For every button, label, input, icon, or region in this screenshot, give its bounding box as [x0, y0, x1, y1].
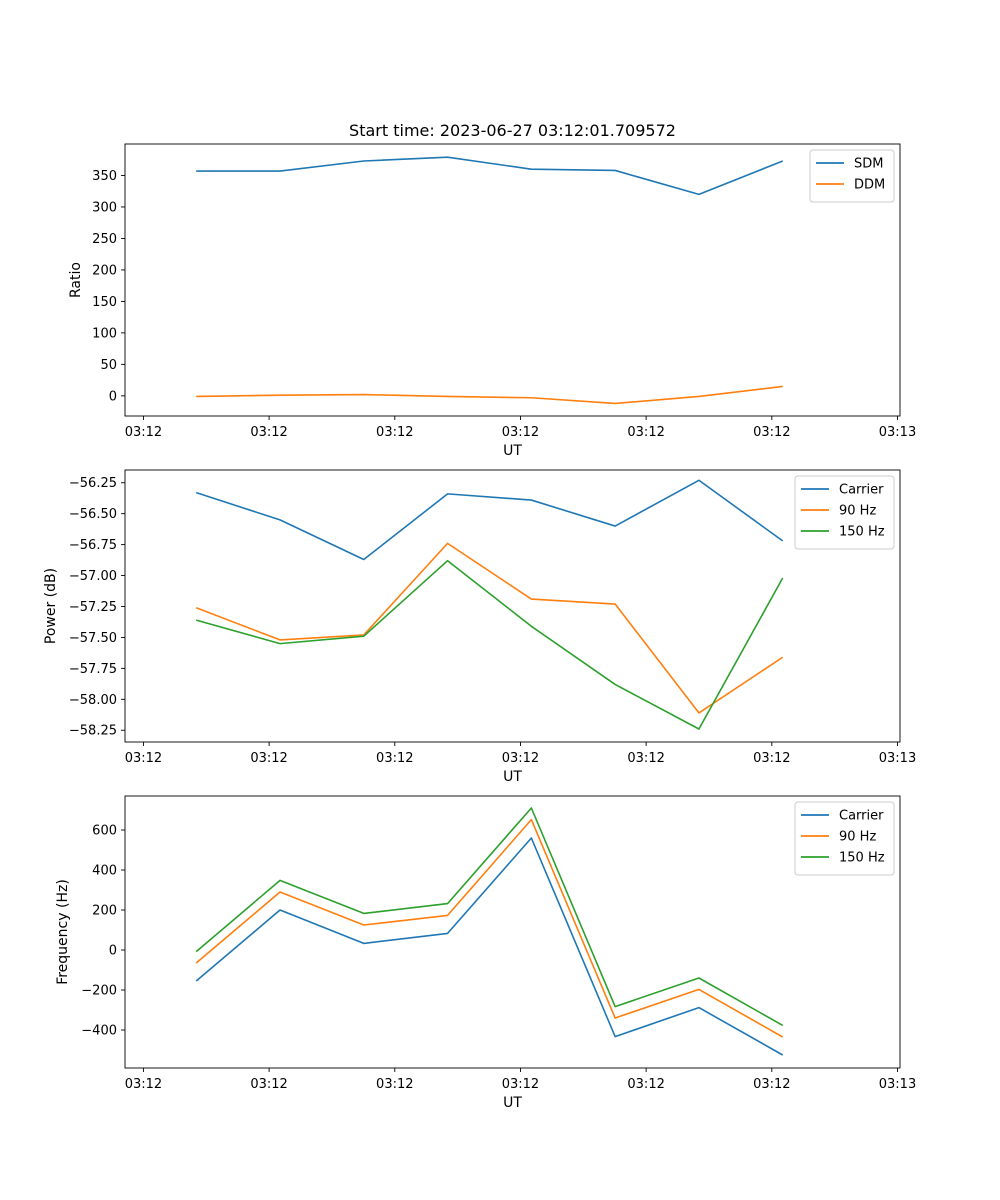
y-tick-label: 600 — [92, 824, 117, 839]
x-tick-label: 03:12 — [250, 751, 287, 766]
x-tick-label: 03:12 — [125, 425, 162, 440]
axes-frame — [124, 143, 901, 417]
subplot-1: 03:12 03:12 03:12 03:12 03:12 03:12 03:13 0 50 10… — [68, 143, 916, 459]
y-tick-label: 50 — [100, 358, 117, 373]
x-tick-label: 03:12 — [627, 751, 664, 766]
y-tick-label: 150 — [92, 295, 117, 310]
series-line — [195, 479, 784, 561]
y-tick-label: 0 — [109, 389, 117, 404]
x-tick-label: 03:12 — [627, 1077, 664, 1092]
y-tick-label: −56.75 — [69, 538, 117, 553]
legend-label: SDM — [854, 157, 883, 172]
y-tick-label: −200 — [81, 984, 117, 999]
x-tick-label: 03:12 — [376, 1077, 413, 1092]
x-tick-label: 03:12 — [250, 425, 287, 440]
axes-frame — [124, 795, 901, 1069]
y-tick-label: −58.00 — [69, 693, 117, 708]
legend-label: Carrier — [839, 809, 884, 824]
y-tick-label: 200 — [92, 904, 117, 919]
y-axis-label: Ratio — [68, 262, 84, 298]
x-tick-label: 03:12 — [753, 1077, 790, 1092]
y-tick-label: 200 — [92, 263, 117, 278]
x-tick-label: 03:12 — [627, 425, 664, 440]
x-tick-label: 03:13 — [879, 751, 916, 766]
y-tick-label: 0 — [109, 944, 117, 959]
y-tick-label: −57.50 — [69, 631, 117, 646]
series-line — [195, 807, 784, 1027]
y-tick-label: 350 — [92, 169, 117, 184]
x-axis-label: UT — [503, 769, 522, 785]
x-tick-label: 03:12 — [376, 425, 413, 440]
subplot-3: 03:12 03:12 03:12 03:12 03:12 03:12 03:13 −400 −… — [55, 795, 916, 1111]
axes-frame — [124, 469, 901, 743]
y-tick-label: −56.50 — [69, 507, 117, 522]
legend: SDM DDM — [809, 149, 895, 203]
x-tick-label: 03:12 — [250, 1077, 287, 1092]
x-tick-label: 03:12 — [125, 1077, 162, 1092]
legend-label: 90 Hz — [839, 504, 876, 519]
y-axis-label: Power (dB) — [43, 568, 59, 644]
legend-label: 150 Hz — [839, 525, 885, 540]
y-tick-label: 250 — [92, 232, 117, 247]
y-tick-label: 100 — [92, 326, 117, 341]
y-tick-label: −57.25 — [69, 600, 117, 615]
x-tick-label: 03:12 — [502, 1077, 539, 1092]
x-tick-label: 03:12 — [753, 751, 790, 766]
y-tick-label: −58.25 — [69, 724, 117, 739]
legend-label: Carrier — [839, 483, 884, 498]
y-tick-label: −57.75 — [69, 662, 117, 677]
y-tick-label: −400 — [81, 1024, 117, 1039]
x-tick-label: 03:12 — [502, 425, 539, 440]
y-tick-label: −57.00 — [69, 569, 117, 584]
legend-label: 90 Hz — [839, 830, 876, 845]
chart-title: Start time: 2023-06-27 03:12:01.709572 — [349, 121, 676, 140]
y-tick-label: −56.25 — [69, 476, 117, 491]
legend-label: 150 Hz — [839, 851, 885, 866]
y-tick-label: 300 — [92, 200, 117, 215]
legend: Carrier 90 Hz 150 Hz — [794, 801, 895, 876]
legend-label: DDM — [854, 178, 885, 193]
series-line — [195, 837, 784, 1056]
series-line — [196, 156, 783, 196]
x-tick-label: 03:12 — [753, 425, 790, 440]
x-tick-label: 03:12 — [376, 751, 413, 766]
series-line — [195, 542, 784, 714]
x-axis-label: UT — [503, 1095, 522, 1111]
x-axis-label: UT — [503, 443, 522, 459]
series-line — [196, 559, 784, 730]
series-line — [196, 385, 783, 405]
subplot-2: 03:12 03:12 03:12 03:12 03:12 03:12 03:13 −56.2… — [43, 469, 916, 785]
legend: Carrier 90 Hz 150 Hz — [794, 475, 895, 550]
y-tick-label: 400 — [92, 864, 117, 879]
y-axis-label: Frequency (Hz) — [55, 879, 71, 985]
x-tick-label: 03:12 — [125, 751, 162, 766]
x-tick-label: 03:12 — [502, 751, 539, 766]
series-line — [195, 818, 784, 1038]
x-tick-label: 03:13 — [879, 1077, 916, 1092]
x-tick-label: 03:13 — [879, 425, 916, 440]
